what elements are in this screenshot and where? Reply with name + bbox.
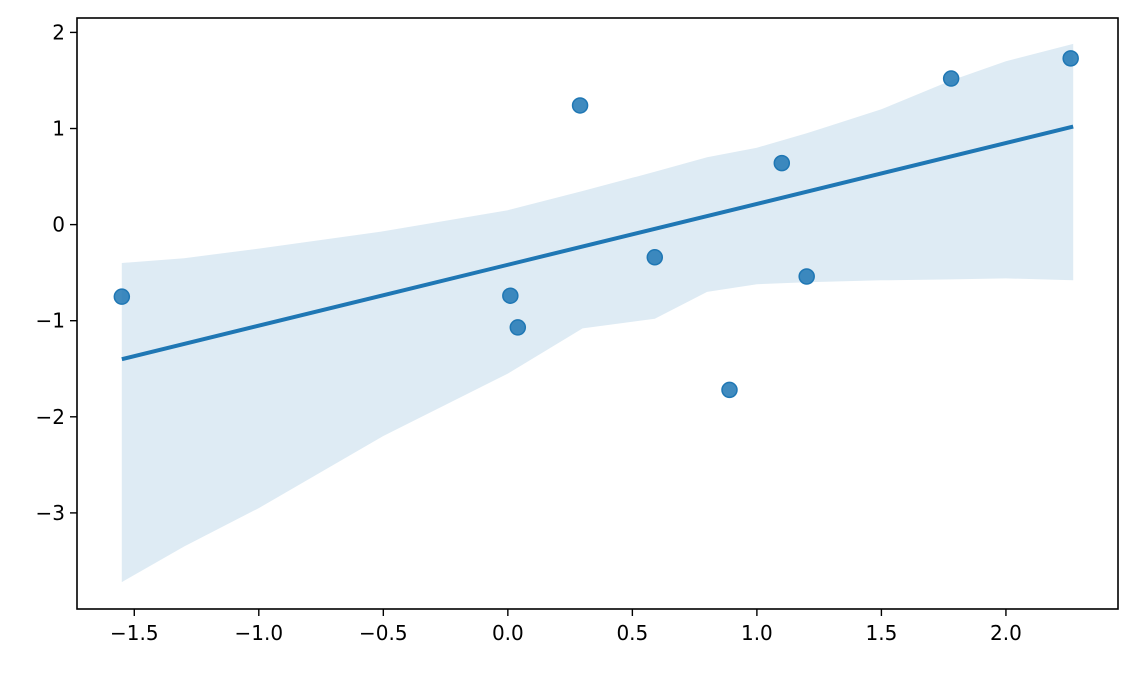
data-point xyxy=(773,154,791,172)
x-tick-label: 1.5 xyxy=(866,621,898,645)
data-point xyxy=(798,268,815,285)
y-tick-label: −1 xyxy=(36,309,65,333)
data-point xyxy=(942,70,960,87)
data-point xyxy=(509,319,527,336)
data-point xyxy=(1062,50,1079,67)
y-tick-label: 1 xyxy=(52,117,65,141)
axes-frame xyxy=(76,17,1119,610)
data-point xyxy=(646,249,664,266)
x-tick-label: 2.0 xyxy=(990,621,1022,645)
x-tick-label: 0.0 xyxy=(492,621,524,645)
y-tick-label: −3 xyxy=(36,501,65,525)
data-point xyxy=(502,287,519,304)
data-point xyxy=(721,381,738,399)
y-axis: −3 −2 −1 0 1 2 xyxy=(36,20,77,525)
y-tick-label: −2 xyxy=(36,405,65,429)
x-tick-label: 1.0 xyxy=(741,621,773,645)
y-tick-label: 2 xyxy=(52,20,65,44)
plot-area xyxy=(113,43,1079,583)
x-tick-label: −1.5 xyxy=(110,621,159,645)
data-point xyxy=(571,97,589,114)
y-tick-label: 0 xyxy=(52,213,65,237)
x-tick-label: 0.5 xyxy=(616,621,648,645)
regression-line xyxy=(121,124,1074,362)
x-tick-label: −1.0 xyxy=(235,621,284,645)
x-axis: −1.5 −1.0 −0.5 0.0 0.5 1.0 1.5 2.0 xyxy=(110,609,1022,645)
confidence-band xyxy=(121,43,1074,583)
data-point xyxy=(113,288,131,305)
x-tick-label: −0.5 xyxy=(359,621,408,645)
